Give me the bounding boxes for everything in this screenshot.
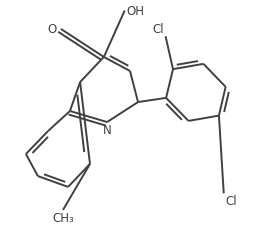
Text: N: N — [103, 124, 111, 137]
Text: O: O — [48, 23, 57, 36]
Text: Cl: Cl — [152, 23, 164, 36]
Text: Cl: Cl — [225, 195, 237, 208]
Text: OH: OH — [126, 5, 144, 18]
Text: CH₃: CH₃ — [52, 211, 74, 224]
